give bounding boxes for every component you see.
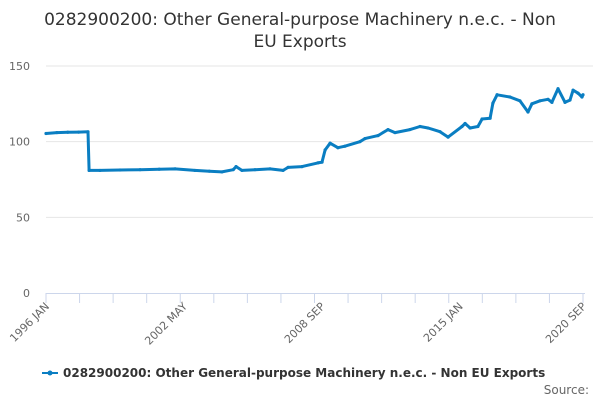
data-point	[526, 110, 530, 114]
y-tick-label: 50	[16, 211, 30, 224]
data-point	[234, 165, 238, 169]
data-point	[556, 87, 560, 91]
data-point	[418, 124, 422, 129]
x-tick-label: 2015 JAN	[421, 300, 466, 345]
data-point	[77, 130, 81, 134]
data-point	[363, 137, 367, 141]
data-point	[55, 130, 59, 135]
data-point	[240, 168, 244, 173]
data-point	[480, 117, 484, 121]
data-point	[386, 127, 390, 132]
data-point	[328, 141, 332, 145]
data-point	[581, 93, 585, 97]
x-tick-label: 2008 SEP	[282, 300, 328, 346]
data-point	[87, 168, 91, 173]
data-point	[358, 140, 362, 144]
data-point	[66, 130, 70, 134]
data-point	[508, 95, 512, 99]
data-point	[393, 130, 397, 135]
data-point	[446, 135, 450, 139]
chart-title-line-1: 0282900200: Other General-purpose Machin…	[44, 10, 556, 30]
data-point	[491, 101, 495, 105]
data-point	[320, 160, 324, 164]
x-tick-label: 2020 SEP	[543, 300, 589, 346]
data-point	[86, 130, 90, 134]
data-point	[231, 168, 235, 172]
legend-item[interactable]: 0282900200: Other General-purpose Machin…	[42, 366, 545, 380]
data-point	[286, 165, 290, 169]
data-point	[571, 88, 575, 92]
y-tick-label: 150	[9, 60, 30, 73]
source-label[interactable]: Source:	[544, 383, 589, 397]
data-point	[438, 130, 442, 134]
data-point	[323, 148, 327, 152]
data-point	[118, 168, 122, 172]
legend-label: 0282900200: Other General-purpose Machin…	[63, 366, 545, 380]
data-point	[300, 165, 304, 169]
data-point	[44, 131, 48, 136]
data-point	[563, 100, 567, 104]
data-point	[546, 97, 550, 101]
data-point	[343, 144, 347, 148]
data-point	[173, 167, 177, 171]
data-point	[576, 91, 580, 95]
data-point	[488, 116, 492, 120]
y-tick-label: 0	[23, 287, 30, 300]
data-point	[138, 168, 142, 172]
legend-marker-icon	[47, 370, 53, 376]
data-point	[281, 168, 285, 173]
data-point	[193, 168, 197, 173]
data-point	[568, 98, 572, 102]
x-tick-label: 2002 MAY	[142, 300, 190, 348]
data-point	[376, 134, 380, 138]
data-point	[336, 146, 340, 150]
x-tick-label: 1996 JAN	[7, 300, 52, 345]
y-tick-label: 100	[9, 136, 30, 149]
data-point	[268, 167, 272, 171]
data-point	[530, 102, 534, 106]
data-point	[550, 100, 554, 104]
series-line	[45, 87, 585, 174]
data-point	[538, 99, 542, 103]
data-point	[495, 93, 499, 97]
data-point	[316, 161, 320, 165]
data-point	[220, 170, 224, 174]
data-point	[468, 126, 472, 130]
data-point	[157, 167, 161, 171]
data-point	[476, 124, 480, 129]
data-point	[460, 124, 464, 129]
data-point	[253, 168, 257, 172]
data-point	[207, 169, 211, 173]
data-point	[463, 121, 467, 126]
data-point	[518, 99, 522, 103]
data-point	[98, 168, 102, 173]
data-point	[408, 127, 412, 132]
data-point	[426, 126, 430, 130]
chart-title-line-2: EU Exports	[253, 32, 346, 52]
